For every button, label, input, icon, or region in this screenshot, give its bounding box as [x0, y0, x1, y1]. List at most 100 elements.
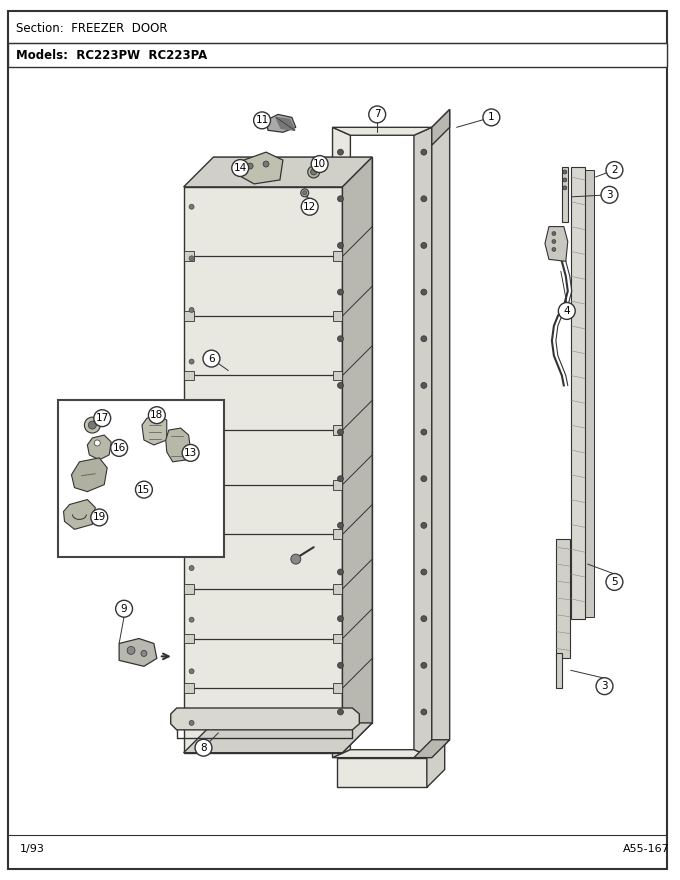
Circle shape: [563, 170, 567, 174]
Polygon shape: [184, 252, 194, 261]
Polygon shape: [432, 109, 449, 145]
Circle shape: [232, 159, 249, 177]
Circle shape: [303, 191, 307, 194]
Text: 16: 16: [112, 443, 126, 453]
Polygon shape: [266, 114, 296, 132]
Circle shape: [301, 198, 318, 216]
Circle shape: [601, 187, 618, 203]
Circle shape: [337, 243, 343, 248]
Polygon shape: [142, 415, 167, 445]
Text: 1/93: 1/93: [20, 844, 45, 854]
Circle shape: [483, 109, 500, 126]
Circle shape: [606, 574, 623, 590]
Polygon shape: [184, 158, 372, 187]
Text: 3: 3: [606, 190, 613, 200]
Text: 5: 5: [611, 577, 617, 587]
Circle shape: [148, 407, 165, 423]
Circle shape: [421, 476, 427, 481]
Circle shape: [369, 106, 386, 123]
Polygon shape: [432, 109, 449, 758]
Circle shape: [189, 256, 194, 260]
Polygon shape: [414, 128, 432, 758]
Circle shape: [337, 383, 343, 388]
Circle shape: [189, 307, 194, 312]
Circle shape: [189, 514, 194, 519]
Circle shape: [91, 509, 107, 526]
Circle shape: [189, 411, 194, 415]
Circle shape: [337, 663, 343, 668]
Circle shape: [337, 616, 343, 621]
Polygon shape: [184, 584, 194, 594]
Circle shape: [308, 166, 320, 178]
Text: 1: 1: [488, 113, 494, 122]
Circle shape: [189, 669, 194, 674]
Circle shape: [421, 663, 427, 668]
Polygon shape: [333, 634, 343, 643]
Polygon shape: [184, 311, 194, 321]
Polygon shape: [427, 740, 445, 788]
Circle shape: [189, 721, 194, 725]
Circle shape: [552, 239, 556, 244]
Polygon shape: [71, 458, 107, 492]
Circle shape: [337, 569, 343, 575]
Polygon shape: [343, 158, 372, 752]
Circle shape: [563, 178, 567, 182]
Circle shape: [421, 243, 427, 248]
Circle shape: [84, 417, 100, 433]
Polygon shape: [171, 708, 359, 730]
Text: 9: 9: [121, 604, 127, 613]
Polygon shape: [166, 428, 190, 462]
Circle shape: [247, 163, 253, 169]
Polygon shape: [333, 683, 343, 693]
Circle shape: [195, 739, 212, 756]
Circle shape: [95, 440, 100, 446]
Polygon shape: [119, 639, 157, 666]
Polygon shape: [333, 425, 343, 435]
Text: Models:  RC223PW  RC223PA: Models: RC223PW RC223PA: [16, 49, 207, 62]
Circle shape: [337, 429, 343, 435]
Polygon shape: [184, 634, 194, 643]
Circle shape: [311, 169, 317, 175]
Circle shape: [127, 647, 135, 655]
Circle shape: [421, 196, 427, 202]
Text: 11: 11: [256, 115, 269, 125]
Polygon shape: [333, 750, 432, 758]
Circle shape: [88, 422, 97, 429]
Bar: [8, 43, 667, 67]
Polygon shape: [214, 158, 372, 722]
Text: A55-167: A55-167: [624, 844, 670, 854]
Circle shape: [563, 186, 567, 190]
Circle shape: [421, 290, 427, 295]
Polygon shape: [414, 740, 449, 758]
Text: 13: 13: [184, 448, 197, 458]
Text: 2: 2: [611, 165, 617, 175]
Polygon shape: [562, 167, 568, 222]
Circle shape: [203, 350, 220, 367]
Circle shape: [421, 383, 427, 388]
Polygon shape: [333, 370, 343, 380]
Polygon shape: [184, 425, 194, 435]
Polygon shape: [333, 252, 343, 261]
Circle shape: [558, 303, 575, 319]
Circle shape: [552, 231, 556, 236]
Polygon shape: [184, 480, 194, 489]
Circle shape: [337, 709, 343, 715]
Polygon shape: [337, 758, 427, 788]
Text: 6: 6: [208, 354, 215, 363]
Circle shape: [421, 429, 427, 435]
Circle shape: [311, 156, 328, 172]
Circle shape: [135, 481, 152, 498]
Polygon shape: [333, 584, 343, 594]
Text: 15: 15: [137, 485, 150, 495]
Circle shape: [421, 709, 427, 715]
Circle shape: [421, 149, 427, 155]
Circle shape: [301, 189, 309, 197]
Polygon shape: [333, 128, 350, 758]
Polygon shape: [571, 167, 585, 619]
Circle shape: [337, 196, 343, 202]
Polygon shape: [184, 370, 194, 380]
Circle shape: [189, 462, 194, 467]
Text: 3: 3: [601, 681, 608, 691]
Polygon shape: [184, 187, 343, 752]
Polygon shape: [184, 683, 194, 693]
